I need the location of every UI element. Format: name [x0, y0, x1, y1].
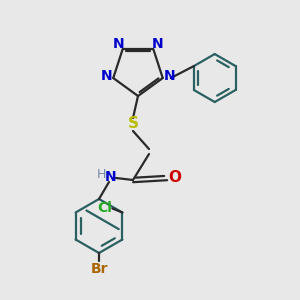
Text: N: N — [113, 37, 124, 51]
Text: S: S — [128, 116, 139, 131]
Text: N: N — [100, 69, 112, 83]
Text: N: N — [164, 69, 176, 83]
Text: N: N — [105, 170, 117, 184]
Text: O: O — [169, 170, 182, 185]
Text: Cl: Cl — [97, 202, 112, 215]
Text: N: N — [152, 37, 163, 51]
Text: H: H — [96, 167, 106, 181]
Text: Br: Br — [90, 262, 108, 276]
